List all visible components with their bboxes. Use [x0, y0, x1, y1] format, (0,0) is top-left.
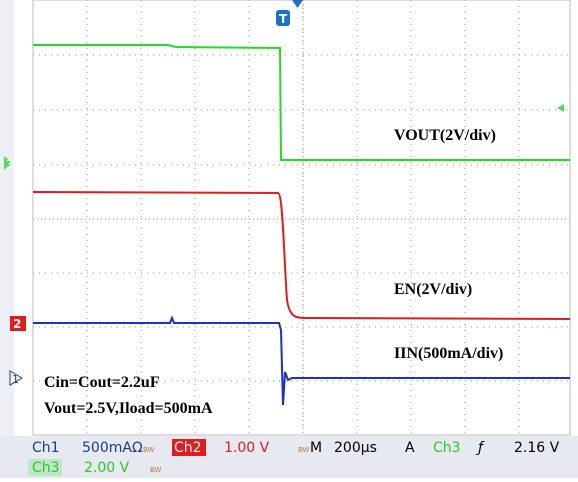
vout-label: VOUT(2V/div): [394, 127, 496, 144]
status-bw: BW: [150, 466, 162, 474]
iin-label: IIN(500mA/div): [394, 345, 503, 362]
note: Vout=2.5V,Iload=500mA: [44, 400, 213, 417]
trigger-marker: T: [279, 12, 288, 26]
status-ch3: Ch3: [32, 460, 60, 476]
status-ohm: Ω: [132, 440, 143, 456]
status-ch2-scale: 1.00 V: [224, 440, 270, 456]
status-time-label: M: [310, 440, 322, 456]
status-trig-src: Ch3: [433, 440, 461, 456]
status-ch3-scale: 2.00 V: [84, 460, 130, 476]
status-ch2: Ch2: [174, 440, 202, 456]
status-acq: A: [405, 440, 415, 456]
ch1-marker: 1: [12, 373, 19, 386]
scope-screen: 3 2 1 T VOUT(2V/div) EN(2V/div) IIN(500m…: [0, 0, 578, 478]
status-bw: BW: [298, 446, 310, 454]
status-trig-level: 2.16 V: [514, 440, 560, 456]
ch3-marker: 3: [6, 158, 13, 171]
status-ch1: Ch1: [32, 440, 60, 456]
ch2-marker: 2: [13, 317, 21, 331]
status-bw: BW: [143, 446, 155, 454]
status-ch1-scale: 500mA: [82, 440, 132, 456]
en-label: EN(2V/div): [394, 281, 472, 298]
note: Cin=Cout=2.2uF: [44, 374, 160, 391]
status-time-scale: 200µs: [334, 440, 377, 456]
